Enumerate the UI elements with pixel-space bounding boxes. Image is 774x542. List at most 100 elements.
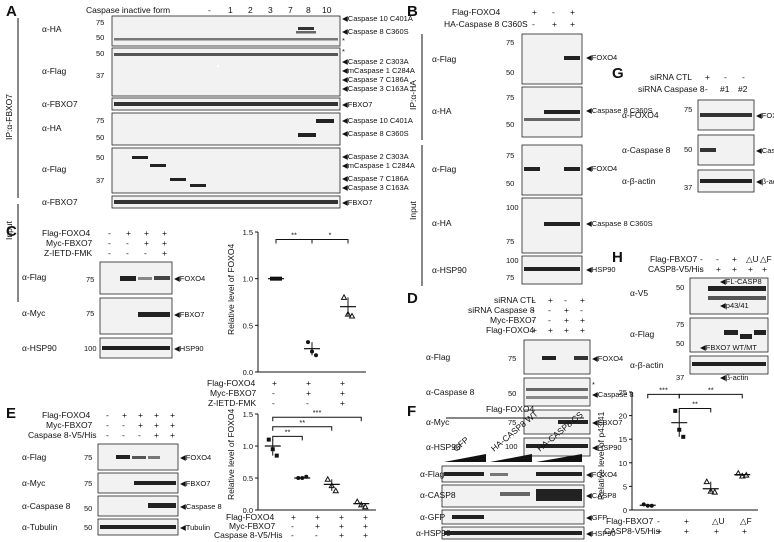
band-label: ◀FBXO7 WT/MT [700,343,757,352]
row-label: α-Caspase 8 [22,501,71,511]
chart-h-xrows: Flag-FBXO7 CASP8-V5/His - + △U △F + + + … [604,516,752,536]
row-label: α-Flag [42,66,67,76]
panel-e-letter: E [6,405,16,422]
treat-value: - [532,315,535,325]
band-label: ◀FBXO7 [342,100,372,109]
x-row-label: CASP8-V5/His [604,526,660,536]
row-label: α-FOXO4 [622,110,659,120]
band [692,362,766,366]
sig-bracket [311,238,349,244]
row-label: α-Flag [432,164,457,174]
data-point [304,474,309,479]
band-label: ◀p43/41 [720,301,749,310]
chart-c-xrows: Flag-FOXO4 Myc-FBXO7 Z-IETD-FMK + + + - … [207,378,345,408]
x-row-value: - [272,398,275,408]
y-tick-label: 1.5 [243,228,253,237]
treat-value: + [122,410,127,420]
treat-value: - [705,84,708,94]
band-label: ◀FOXO4 [174,274,205,283]
band-label: ◀Caspase 8 [592,390,634,399]
mw-marker: 37 [96,176,104,185]
sig-label: ** [285,427,291,436]
treat-label: siRNA Caspase 8 [638,84,705,94]
treat-value: + [162,228,167,238]
treat-value: - [552,7,555,17]
sig-label: ** [708,385,714,394]
treat-value: + [716,264,721,274]
band [526,388,588,391]
mw-marker: 50 [84,504,92,513]
sig-label: ** [692,400,698,409]
mw-marker: 75 [96,18,104,27]
lane-label: 7 [288,5,293,15]
lane-label: 3 [268,5,273,15]
x-row-value: + [657,526,662,536]
treat-value: - [532,305,535,315]
band-label: ◀FL-CASP8 [720,277,762,286]
panel-c-letter: C [6,223,17,240]
panel-f-letter: F [407,403,416,420]
mw-marker: 75 [84,479,92,488]
y-tick-label: 20 [619,412,627,421]
treat-value: - [126,248,129,258]
y-axis-label: Relative level of FOXO4 [226,409,236,500]
x-row-value: △U [712,516,725,526]
data-point [274,453,279,458]
data-point [703,478,711,485]
treat-label: Myc-FBXO7 [490,315,537,325]
data-point [681,434,686,439]
band [542,356,556,360]
x-row-value: + [684,526,689,536]
x-row-value: △F [740,516,752,526]
treat-label: siRNA Caspase 8 [468,305,535,315]
band-label: ◀HSP90 [174,344,204,353]
data-point [357,501,365,508]
panel-e-treat-values: - + + + + - - + + + - - - + + [106,410,175,440]
band [500,492,530,496]
row-label: α-CASP8 [420,490,456,500]
x-row-value: - [657,516,660,526]
treat-value: + [532,325,537,335]
band [114,200,338,204]
data-point [707,487,715,494]
panel-d-treat-values: - + - + - - + - - - + + + + + + [532,295,585,335]
mw-marker: 50 [96,153,104,162]
treat-value: + [548,295,553,305]
band [298,133,316,137]
data-point [742,471,750,478]
treat-value: - [532,19,535,29]
treat-value: - [108,238,111,248]
sig-bracket [272,416,362,422]
lane-label: 8 [306,5,311,15]
band-label: ◀FBXO7 [174,310,204,319]
input-label: Input [4,220,14,240]
row-label: α-Flag [630,329,655,339]
gradient-wedge [490,454,532,462]
band [148,456,160,459]
band-label: ◀Caspase 2 C303A [342,57,409,66]
panel-c-treat-values: - + + + - - + + - - - + [108,228,167,258]
mw-marker: 50 [96,33,104,42]
treat-value: + [144,238,149,248]
sig-label: ** [299,418,305,427]
data-point [361,503,369,510]
data-point [734,469,742,476]
treat-value: + [705,72,710,82]
mw-marker: 75 [506,237,514,246]
blot-a-flag-input [111,147,341,194]
band [444,472,484,476]
band-label: ◀FBXO7 [592,418,622,427]
mw-marker: 100 [506,203,519,212]
band-label: ◀β-actin [720,373,748,382]
x-row-value: + [339,530,344,540]
treat-value: + [548,325,553,335]
y-tick-label: 25 [619,388,627,397]
y-tick-label: 1.0 [243,275,253,284]
treat-value: + [126,228,131,238]
treat-value: #2 [738,84,748,94]
band [138,312,170,317]
treat-value: + [570,7,575,17]
x-row-value: + [306,378,311,388]
asterisk: * [592,380,595,389]
